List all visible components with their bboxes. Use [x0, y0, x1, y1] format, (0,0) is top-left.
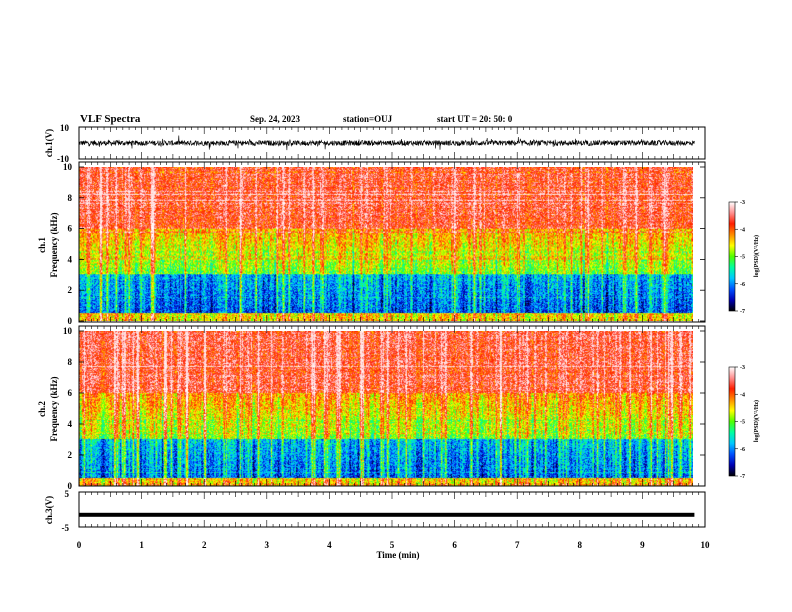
ch2-colorbar-label: log(PSD)(V²/Hz) [753, 400, 760, 442]
ch1-waveform-ylabel: ch.1(V) [44, 129, 54, 157]
time-tick-label: 3 [265, 540, 270, 550]
colorbar-tick-label: -6 [740, 447, 745, 453]
colorbar-tick-label: -3 [740, 365, 745, 371]
ch1-spectrogram-panel: 0 2 4 6 8 10 ch.1 Frequency (kHz) [37, 161, 706, 326]
ch1-waveform-panel: 10 -10 ch.1(V) [44, 123, 706, 164]
colorbar-tick-label: -5 [740, 255, 745, 261]
colorbar-tick-label: -7 [740, 309, 745, 315]
ch2-spectrogram-ylabel-frequency: Frequency (kHz) [49, 376, 59, 441]
ch1-colorbar-ticks: -3 -4 -5 -6 -7 [735, 200, 745, 315]
ch2-colorbar-scale [728, 366, 736, 477]
ch2-spectrogram-panel: 0 2 4 6 8 10 ch.2 Frequency (kHz) [37, 325, 706, 491]
ch3-waveform-panel: 5 -5 ch.3(V) [44, 489, 706, 533]
ch3-waveform-ylabel: ch.3(V) [44, 496, 54, 524]
ch2-spectrogram-yticks: 0 2 4 6 8 10 [63, 326, 705, 491]
time-tick-label: 10 [701, 540, 711, 550]
x-axis-tick-labels: 0 1 2 3 4 5 6 7 8 9 10 [77, 540, 710, 550]
ch3-ytick-bottom: -5 [62, 523, 70, 533]
ch1-spectrogram-ylabel-frequency: Frequency (kHz) [49, 212, 59, 277]
freq-tick-label: 4 [68, 419, 73, 429]
time-tick-label: 2 [202, 540, 207, 550]
colorbar-tick-label: -4 [740, 227, 745, 233]
freq-tick-label: 4 [68, 254, 73, 264]
freq-tick-label: 2 [68, 450, 73, 460]
time-tick-label: 4 [327, 540, 332, 550]
time-tick-label: 6 [452, 540, 457, 550]
time-tick-marks [78, 127, 706, 527]
date-label: Sep. 24, 2023 [250, 114, 301, 124]
time-tick-label: 9 [640, 540, 645, 550]
ch3-waveform-trace [79, 512, 695, 517]
time-tick-label: 5 [390, 540, 395, 550]
ch1-colorbar-scale [728, 201, 736, 312]
ch1-spectrogram-ylabel-channel: ch.1 [37, 237, 47, 253]
freq-tick-label: 2 [68, 285, 73, 295]
freq-tick-label: 8 [68, 193, 73, 203]
freq-tick-label: 6 [68, 388, 73, 398]
ch1-spectrogram-yticks: 0 2 4 6 8 10 [63, 162, 705, 326]
colorbar-tick-label: -6 [740, 282, 745, 288]
time-tick-label: 0 [77, 540, 82, 550]
time-tick-label: 7 [515, 540, 520, 550]
freq-tick-label: 6 [68, 224, 73, 234]
figure-title: VLF Spectra [80, 113, 141, 125]
freq-tick-label: 0 [68, 316, 73, 326]
freq-tick-label: 10 [63, 326, 73, 336]
station-label: station=OUJ [343, 114, 393, 124]
ch2-colorbar: -3 -4 -5 -6 -7 log(PSD)(V²/Hz) [728, 365, 760, 480]
freq-tick-label: 0 [68, 481, 73, 491]
ch1-ytick-bottom: -10 [57, 154, 69, 164]
colorbar-tick-label: -5 [740, 420, 745, 426]
ch1-waveform-trace [78, 135, 695, 151]
colorbar-tick-label: -3 [740, 200, 745, 206]
ch2-spectrogram-image [79, 331, 693, 486]
ch2-colorbar-ticks: -3 -4 -5 -6 -7 [735, 365, 745, 480]
start-time-label: start UT = 20: 50: 0 [437, 114, 513, 124]
x-axis-label: Time (min) [376, 550, 419, 560]
ch1-ytick-top: 10 [60, 123, 70, 133]
freq-tick-label: 8 [68, 357, 73, 367]
ch3-ytick-top: 5 [65, 489, 70, 499]
ch1-spectrogram-image [79, 167, 693, 321]
colorbar-tick-label: -4 [740, 392, 745, 398]
colorbar-tick-label: -7 [740, 474, 745, 480]
ch2-spectrogram-ylabel-channel: ch.2 [37, 401, 47, 417]
ch1-colorbar-label: log(PSD)(V²/Hz) [753, 235, 760, 277]
time-tick-label: 8 [578, 540, 583, 550]
freq-tick-label: 10 [63, 162, 73, 172]
ch1-colorbar: -3 -4 -5 -6 -7 log(PSD)(V²/Hz) [728, 200, 760, 315]
time-tick-label: 1 [139, 540, 144, 550]
